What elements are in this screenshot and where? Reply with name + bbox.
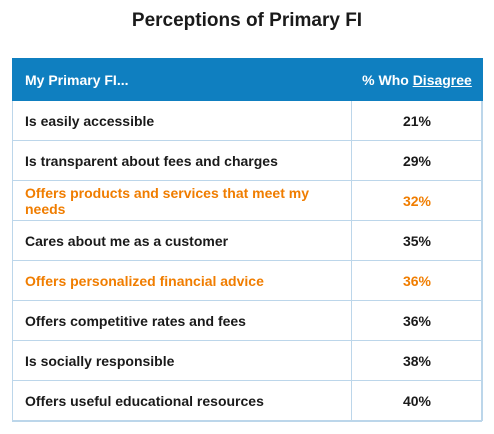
table-row: Offers competitive rates and fees 36% <box>12 300 483 341</box>
table-row: Offers useful educational resources 40% <box>12 380 483 421</box>
row-statement: Offers useful educational resources <box>12 380 352 421</box>
table-row: Cares about me as a customer 35% <box>12 220 483 261</box>
row-value: 36% <box>351 300 483 341</box>
row-value: 21% <box>351 100 483 141</box>
chart-title: Perceptions of Primary FI <box>131 10 363 31</box>
row-value: 32% <box>351 180 483 221</box>
row-statement: Is transparent about fees and charges <box>12 140 352 181</box>
table-row: Is easily accessible 21% <box>12 100 483 141</box>
row-statement: Offers personalized financial advice <box>12 260 352 301</box>
table-row: Offers personalized financial advice 36% <box>12 260 483 301</box>
table-row: Is transparent about fees and charges 29% <box>12 140 483 181</box>
table-row: Offers products and services that meet m… <box>12 180 483 221</box>
row-value: 38% <box>351 340 483 381</box>
row-value: 35% <box>351 220 483 261</box>
column-header-statement: My Primary FI... <box>12 58 352 101</box>
table-body: Is easily accessible 21% Is transparent ab… <box>12 100 483 421</box>
row-statement: Offers competitive rates and fees <box>12 300 352 341</box>
row-value: 40% <box>351 380 483 421</box>
table-row: Is socially responsible 38% <box>12 340 483 381</box>
row-statement: Is socially responsible <box>12 340 352 381</box>
row-statement: Cares about me as a customer <box>12 220 352 261</box>
perceptions-table: My Primary FI... % Who Disagree Is easil… <box>12 58 483 421</box>
row-value: 29% <box>351 140 483 181</box>
table-header-row: My Primary FI... % Who Disagree <box>12 58 483 101</box>
row-statement: Is easily accessible <box>12 100 352 141</box>
row-statement: Offers products and services that meet m… <box>12 180 352 221</box>
column-header-disagree-prefix: % Who <box>362 71 413 88</box>
column-header-disagree-emphasis: Disagree <box>412 71 472 88</box>
column-header-disagree: % Who Disagree <box>351 58 483 101</box>
row-value: 36% <box>351 260 483 301</box>
